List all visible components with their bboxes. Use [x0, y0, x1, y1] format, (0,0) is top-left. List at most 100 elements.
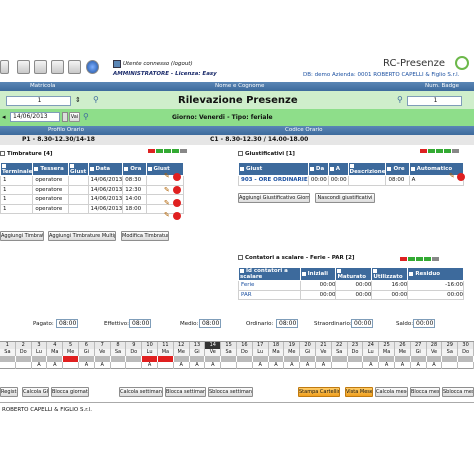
- sblocca-settimana-button[interactable]: Sblocca settimana: [208, 387, 253, 397]
- calendar-status-cell[interactable]: [111, 362, 127, 369]
- timbrature-title[interactable]: Timbrature [4]: [0, 151, 53, 157]
- calendar-weekdays-cell[interactable]: Gi: [79, 349, 95, 356]
- calendar-status-cell[interactable]: A: [411, 362, 427, 369]
- table-row[interactable]: 903 - ORE ORDINARIE 00:00 00:00 08:00 A: [238, 175, 465, 186]
- search-icon[interactable]: ⚲: [93, 95, 99, 104]
- table-row[interactable]: 1 operatore 14/06/2013 12:30: [0, 184, 184, 195]
- badge-input[interactable]: 1: [407, 96, 462, 106]
- registra-button[interactable]: Registra: [0, 387, 18, 397]
- giust-delete-icon[interactable]: [457, 173, 465, 181]
- calendar-days-cell[interactable]: 14: [205, 342, 222, 349]
- calendar-status-cell[interactable]: [442, 362, 459, 369]
- color-green-icon-2[interactable]: [164, 149, 171, 153]
- edit-icon[interactable]: ✎: [164, 211, 170, 219]
- ccolor-grey-icon[interactable]: [432, 257, 439, 261]
- calendar-days-cell[interactable]: 7: [95, 342, 111, 349]
- prev-day-icon[interactable]: ◂: [2, 113, 6, 121]
- straordinario-input[interactable]: 00:00: [351, 319, 373, 328]
- calcola-mese-button[interactable]: Calcola mese: [375, 387, 408, 397]
- calendar-status-cell[interactable]: [221, 362, 237, 369]
- calendar-status-cell[interactable]: A: [79, 362, 95, 369]
- calendar-weekdays-cell[interactable]: Me: [395, 349, 411, 356]
- blocca-mese-button[interactable]: Blocca mese: [410, 387, 440, 397]
- color-green-icon-3[interactable]: [172, 149, 179, 153]
- calendar-picker-icon[interactable]: [62, 112, 68, 122]
- ccolor-green-icon[interactable]: [408, 257, 415, 261]
- ccolor-red-icon[interactable]: [400, 257, 407, 261]
- print-icon[interactable]: [34, 60, 47, 74]
- user-icon[interactable]: [17, 60, 30, 74]
- calendar-weekdays-cell[interactable]: Ma: [269, 349, 285, 356]
- add-multiple-timbrature-button[interactable]: Aggiungi Timbrature Multiple: [48, 231, 116, 241]
- hide-giustificativi-button[interactable]: Nascondi giustificativi: [315, 193, 375, 203]
- giustificativi-toggle-icon[interactable]: [238, 151, 243, 156]
- calendar-status-cell[interactable]: [126, 362, 143, 369]
- calendar-status-cell[interactable]: A: [205, 362, 222, 369]
- calendar-weekdays-cell[interactable]: Gi: [300, 349, 316, 356]
- table-row[interactable]: 1 operatore 14/06/2013 08:30: [0, 175, 184, 186]
- calendar-days-cell[interactable]: 26: [395, 342, 411, 349]
- calendar-days-cell[interactable]: 30: [458, 342, 474, 349]
- calendar-weekdays-cell[interactable]: Do: [458, 349, 474, 356]
- calendar-days-cell[interactable]: 8: [111, 342, 127, 349]
- color-grey-icon[interactable]: [180, 149, 187, 153]
- calendar-status-cell[interactable]: [458, 362, 474, 369]
- calendar-weekdays-cell[interactable]: Lu: [363, 349, 380, 356]
- calendar-days-cell[interactable]: 2: [16, 342, 32, 349]
- contatori-title[interactable]: Contatori a scalare - Ferie - PAR [2]: [238, 255, 355, 261]
- edit-timbrature-button[interactable]: Modifica Timbrature: [121, 231, 169, 241]
- calendar-days-cell[interactable]: 10: [142, 342, 158, 349]
- calendar-weekdays-cell[interactable]: Gi: [190, 349, 206, 356]
- ccolor-green-icon-3[interactable]: [424, 257, 431, 261]
- ordinario-input[interactable]: 08:00: [276, 319, 298, 328]
- gcolor-green-icon-3[interactable]: [444, 149, 451, 153]
- calendar-days-cell[interactable]: 15: [221, 342, 237, 349]
- calendar-weekdays-cell[interactable]: Ma: [379, 349, 395, 356]
- calendar-weekdays-cell[interactable]: Sa: [332, 349, 348, 356]
- calendar-weekdays-cell[interactable]: Do: [126, 349, 143, 356]
- calendar-days-cell[interactable]: 18: [269, 342, 285, 349]
- delete-icon[interactable]: [173, 186, 181, 194]
- calendar-days-cell[interactable]: 22: [332, 342, 348, 349]
- calendar-weekdays-cell[interactable]: Gi: [411, 349, 427, 356]
- blocca-giornata-button[interactable]: Blocca giornata: [51, 387, 89, 397]
- calendar-days-cell[interactable]: 20: [300, 342, 316, 349]
- calendar-days-cell[interactable]: 16: [237, 342, 253, 349]
- color-red-icon[interactable]: [148, 149, 155, 153]
- calendar-days-cell[interactable]: 19: [284, 342, 301, 349]
- calendar-weekdays-cell[interactable]: Lu: [142, 349, 158, 356]
- add-timbratura-button[interactable]: Aggiungi Timbratura: [0, 231, 44, 241]
- calendar-days-cell[interactable]: 12: [174, 342, 190, 349]
- calendar-weekdays-cell[interactable]: Do: [348, 349, 364, 356]
- calendar-days-cell[interactable]: 17: [253, 342, 269, 349]
- calendar-weekdays-cell[interactable]: Do: [237, 349, 253, 356]
- calendar-status-cell[interactable]: [63, 362, 79, 369]
- calendar-days-cell[interactable]: 9: [126, 342, 143, 349]
- date-input[interactable]: 14/06/2013: [10, 112, 60, 122]
- contatori-toggle-icon[interactable]: [238, 255, 243, 260]
- delete-icon[interactable]: [173, 212, 181, 220]
- edit-icon[interactable]: ✎: [164, 186, 170, 194]
- calcola-gg-button[interactable]: Calcola GG: [22, 387, 49, 397]
- calendar-days-cell[interactable]: 25: [379, 342, 395, 349]
- calendar-status-cell[interactable]: A: [284, 362, 301, 369]
- calendar-weekdays-cell[interactable]: Ve: [316, 349, 332, 356]
- calendar-weekdays-cell[interactable]: Lu: [32, 349, 48, 356]
- calendar-status-cell[interactable]: A: [95, 362, 111, 369]
- vista-mese-button[interactable]: Vista Mese: [345, 387, 373, 397]
- calendar-days-cell[interactable]: 11: [158, 342, 174, 349]
- calendar-days-cell[interactable]: 29: [442, 342, 459, 349]
- table-row[interactable]: 1 operatore 14/06/2013 18:00: [0, 203, 184, 214]
- calendar-status-cell[interactable]: A: [253, 362, 269, 369]
- delete-icon[interactable]: [173, 173, 181, 181]
- user-connected-line[interactable]: Utente connesso (logout): [123, 61, 193, 67]
- calendar-status-cell[interactable]: [16, 362, 32, 369]
- badge-search-icon[interactable]: ⚲: [397, 95, 403, 104]
- calendar-weekdays-cell[interactable]: Sa: [0, 349, 16, 356]
- calendar-status-cell[interactable]: A: [174, 362, 190, 369]
- calendar-days-cell[interactable]: 24: [363, 342, 380, 349]
- calendar-weekdays-cell[interactable]: Sa: [111, 349, 127, 356]
- calendar-status-cell[interactable]: [332, 362, 348, 369]
- sblocca-mese-button[interactable]: Sblocca mese: [442, 387, 474, 397]
- table-row[interactable]: Ferie 00:00 00:00 16:00 -16:00: [238, 280, 464, 291]
